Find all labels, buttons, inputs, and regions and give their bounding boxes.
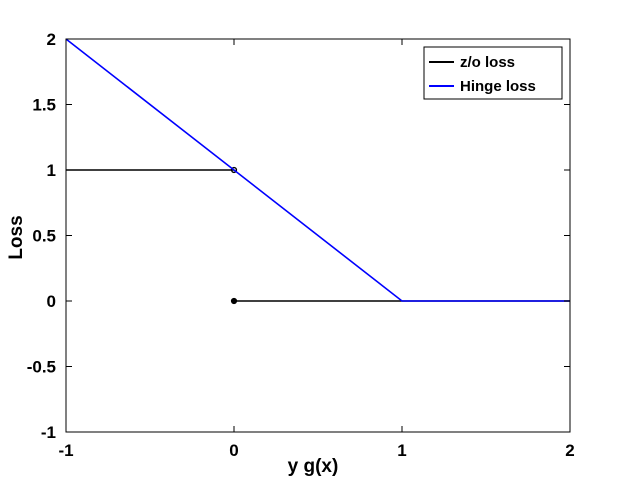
series-line-hinge-loss-0 xyxy=(65,38,570,302)
x-tick-label: 0 xyxy=(229,441,238,460)
y-tick-label: 2 xyxy=(47,30,56,49)
series-marker-z-o-loss-1 xyxy=(230,297,238,305)
x-tick-label: 1 xyxy=(397,441,406,460)
y-tick-label: 0.5 xyxy=(32,227,56,246)
y-tick-label: 0 xyxy=(47,292,56,311)
legend-box xyxy=(423,46,563,100)
y-tick-label: 1.5 xyxy=(32,96,56,115)
y-tick-label: -1 xyxy=(41,423,56,442)
x-tick-label: 2 xyxy=(565,441,574,460)
y-tick-label: -0.5 xyxy=(27,358,56,377)
legend-label-hinge-loss: Hinge loss xyxy=(460,78,536,95)
series-marker-z-o-loss-0 xyxy=(230,166,238,174)
x-tick-label: -1 xyxy=(58,441,73,460)
x-axis-title: y g(x) xyxy=(288,456,339,477)
legend: z/o loss Hinge loss xyxy=(423,46,563,100)
y-axis-title: Loss xyxy=(6,215,27,259)
legend-label-zo-loss: z/o loss xyxy=(460,54,515,71)
y-tick-label: 1 xyxy=(47,161,56,180)
